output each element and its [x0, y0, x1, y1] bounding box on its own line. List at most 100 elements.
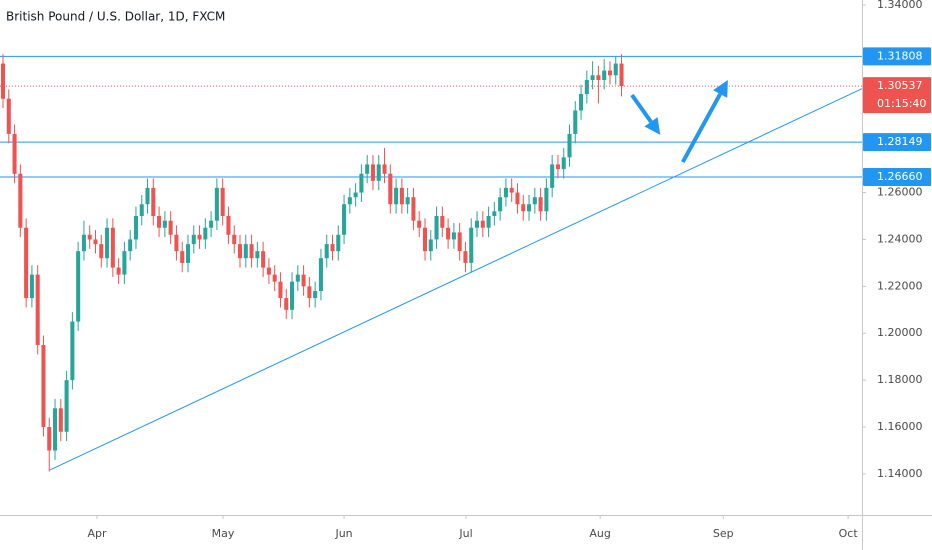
candle-body [93, 239, 98, 245]
arrow-shaft [630, 93, 653, 123]
candle-body [203, 227, 208, 240]
candle-body [64, 380, 69, 432]
candle-body [463, 251, 468, 263]
candle-body [261, 251, 266, 268]
candle-body [24, 227, 29, 299]
candle-body [35, 274, 40, 345]
x-tick-label: Sep [713, 527, 734, 540]
candle-body [509, 187, 514, 193]
candle-body [81, 234, 86, 252]
candle-body [451, 232, 456, 240]
candle-body [278, 281, 283, 299]
candle-body [555, 164, 560, 170]
candle-body [324, 244, 329, 259]
candle-body [157, 215, 162, 228]
candle-body [301, 274, 306, 287]
candle-body [498, 197, 503, 212]
candle-body [41, 344, 46, 428]
candle-body [434, 215, 439, 240]
candle-body [139, 204, 144, 216]
candle-body [607, 70, 612, 76]
candle-body [550, 164, 555, 188]
candle-body [313, 291, 318, 299]
candle-body [567, 133, 572, 158]
candle-body [47, 427, 52, 451]
candle-body [469, 227, 474, 263]
candle-body [110, 227, 115, 268]
candle-body [266, 267, 271, 275]
candle-body [602, 70, 607, 80]
candle-body [428, 239, 433, 252]
candle-body [521, 204, 526, 212]
candle-body [388, 173, 393, 205]
y-tick-label: 1.26000 [877, 186, 923, 199]
arrow-head [713, 79, 728, 98]
candle-body [365, 164, 370, 174]
candle-body [53, 408, 58, 451]
candle-body [226, 215, 231, 235]
candle-body [486, 215, 491, 228]
candle-body [359, 173, 364, 193]
candle-body [151, 187, 156, 216]
y-tick-label: 1.34000 [877, 0, 923, 11]
candle-body [255, 251, 260, 259]
candle-body [336, 234, 341, 252]
x-tick-label: Apr [87, 527, 107, 540]
candle-body [290, 281, 295, 310]
candle-body [544, 187, 549, 212]
candle-body [480, 220, 485, 228]
candle-body [619, 63, 624, 87]
y-tick-label: 1.14000 [877, 467, 923, 480]
candle-body [58, 408, 63, 432]
candle-body [133, 215, 138, 240]
y-tick-label: 1.18000 [877, 373, 923, 386]
candle-body [394, 187, 399, 205]
arrow-head [644, 117, 661, 135]
countdown-label: 01:15:40 [877, 97, 926, 110]
candle-body [128, 239, 133, 252]
candle-body [180, 251, 185, 263]
candle-body [272, 274, 277, 282]
candle-body [237, 244, 243, 259]
level-label: 1.31808 [877, 49, 923, 62]
candle-body [532, 197, 537, 205]
candle-body [417, 220, 422, 228]
candle-body [347, 197, 352, 205]
y-tick-label: 1.22000 [877, 279, 923, 292]
candle-body [376, 164, 381, 181]
candle-body [122, 251, 127, 275]
candle-body [515, 192, 520, 205]
x-tick-label: Aug [589, 527, 610, 540]
chart-title: British Pound / U.S. Dollar, 1D, FXCM [6, 10, 225, 24]
candle-body [284, 298, 289, 310]
candle-body [116, 267, 121, 275]
x-tick-label: May [212, 527, 235, 540]
candle-body [232, 234, 237, 245]
candle-body [527, 204, 532, 212]
candle-body [590, 75, 595, 80]
x-tick-label: Jun [334, 527, 352, 540]
y-tick-label: 1.20000 [877, 326, 923, 339]
candle-body [613, 63, 618, 76]
candle-body [474, 220, 480, 228]
candle-body [492, 211, 497, 216]
candle-body [99, 244, 104, 259]
candle-body [145, 187, 150, 205]
candle-body [584, 79, 589, 95]
candle-body [162, 220, 167, 228]
candle-body [209, 220, 214, 228]
candle-body [105, 227, 110, 259]
candle-body [330, 244, 335, 252]
y-tick-label: 1.16000 [877, 420, 923, 433]
candle-body [249, 244, 254, 259]
candle-body [342, 204, 347, 235]
candle-body [353, 192, 358, 198]
candle-body [422, 227, 428, 252]
level-label: 1.28149 [877, 135, 923, 148]
candle-body [318, 258, 323, 292]
candle-body [18, 173, 23, 228]
level-label-box [863, 47, 931, 66]
candle-body [220, 187, 225, 216]
candle-body [307, 286, 312, 299]
